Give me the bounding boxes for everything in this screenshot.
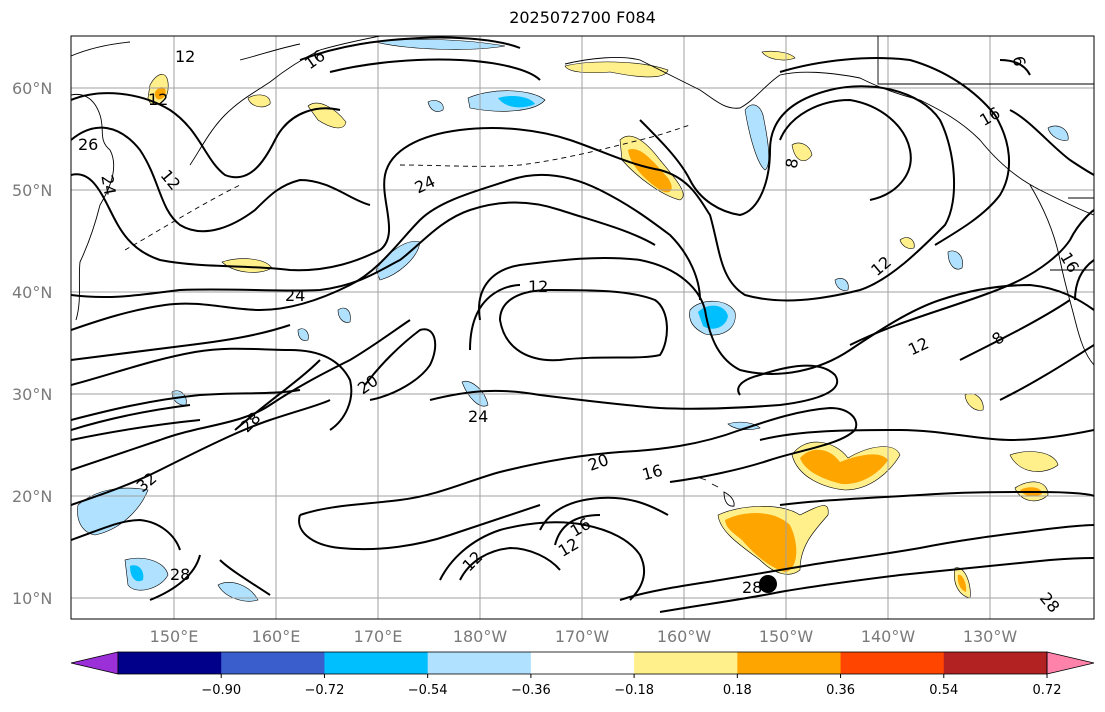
- lon-label: 160°W: [657, 627, 712, 646]
- colorbar-swatch: [221, 652, 325, 674]
- colorbar-tick-label: 0.36: [826, 683, 855, 698]
- colorbar: [70, 651, 1095, 675]
- lon-label: 180°W: [453, 627, 508, 646]
- positive-anomaly-region: [154, 87, 166, 100]
- lat-label: 30°N: [12, 385, 52, 404]
- coastlines: [71, 36, 1094, 507]
- contour-label: 28: [170, 565, 190, 584]
- storm-center-marker: [759, 575, 777, 593]
- map-border: [70, 35, 1095, 620]
- positive-anomaly-region: [800, 449, 888, 485]
- lat-label: 10°N: [12, 589, 52, 608]
- colorbar-tick-label: −0.90: [201, 683, 241, 698]
- negative-anomaly-region: [337, 307, 351, 323]
- positive-anomaly-region: [1009, 451, 1059, 472]
- height-contours: [71, 36, 1094, 613]
- colorbar-swatch: [840, 652, 945, 674]
- positive-anomaly-region: [628, 149, 672, 193]
- negative-anomaly-region: [297, 328, 309, 341]
- contour-label: 24: [285, 286, 305, 305]
- lon-label: 150°W: [759, 627, 814, 646]
- colorbar-swatch: [118, 652, 222, 674]
- colorbar-swatch: [634, 652, 738, 674]
- positive-anomaly-region: [247, 94, 271, 108]
- contour-label: 28: [742, 578, 762, 597]
- colorbar-extend-low: [70, 651, 119, 675]
- hawaii-islands: [699, 477, 735, 507]
- colorbar-ticks: −0.90 −0.72 −0.54 −0.36 −0.18 0.18 0.36 0.54 0.7…: [201, 674, 1062, 698]
- lat-label: 60°N: [12, 79, 52, 98]
- colorbar-swatch: [943, 652, 1048, 674]
- contour-label: 24: [97, 173, 119, 196]
- asia-coastline: [71, 93, 114, 321]
- positive-anomaly-region: [899, 237, 915, 249]
- latitude-axis: 60°N 50°N 40°N 30°N 20°N 10°N: [12, 79, 52, 608]
- positive-anomaly-region: [725, 513, 797, 572]
- lon-label: 160°E: [252, 627, 301, 646]
- colorbar-outline: [117, 651, 1048, 675]
- contour-label: 12: [528, 277, 548, 296]
- negative-anomaly-region: [727, 421, 761, 430]
- lon-label: 170°E: [354, 627, 403, 646]
- negative-anomaly-region: [77, 487, 149, 536]
- negative-anomaly-region: [947, 250, 963, 270]
- negative-anomaly-region: [217, 581, 259, 602]
- colorbar-swatch: [427, 652, 532, 674]
- contour-label: 8: [782, 157, 802, 170]
- colorbar-tick-label: −0.18: [614, 683, 654, 698]
- negative-anomaly-region: [498, 96, 535, 108]
- negative-anomaly-region: [834, 278, 849, 291]
- contour-label: 12: [175, 47, 195, 66]
- contour-label: 26: [78, 135, 98, 154]
- positive-anomaly-region: [791, 142, 813, 162]
- north-america-coastline: [1029, 184, 1094, 366]
- contour-label: 24: [468, 407, 488, 426]
- lon-label: 150°E: [150, 627, 199, 646]
- lat-label: 20°N: [12, 487, 52, 506]
- colorbar-tick-label: −0.72: [305, 683, 345, 698]
- colorbar-tick-label: 0.18: [723, 683, 752, 698]
- alaska-coastline: [564, 57, 1094, 216]
- colorbar-tick-label: 0.72: [1033, 683, 1062, 698]
- chukotka-coastline: [71, 41, 301, 61]
- lon-label: 170°W: [555, 627, 610, 646]
- negative-anomaly-region: [744, 104, 770, 171]
- aleutian-islands: [124, 124, 691, 251]
- longitude-axis: 150°E 160°E 170°E 180°W 170°W 160°W 150°…: [150, 627, 1018, 646]
- lon-label: 140°W: [861, 627, 916, 646]
- us-border: [1050, 197, 1094, 271]
- canada-border: [877, 36, 1094, 85]
- contour-label: 6: [1009, 55, 1029, 68]
- positive-anomaly-region: [957, 574, 967, 592]
- lat-label: 50°N: [12, 181, 52, 200]
- colorbar-tick-label: 0.54: [929, 683, 958, 698]
- negative-anomaly-region: [1047, 125, 1069, 141]
- colorbar-tick-label: −0.54: [408, 683, 448, 698]
- colorbar-swatch: [324, 652, 429, 674]
- colorbar-extend-high: [1046, 651, 1095, 675]
- negative-anomaly-region: [427, 100, 444, 112]
- colorbar-swatch: [530, 652, 635, 674]
- contour-label: 12: [148, 90, 168, 109]
- positive-anomaly-region: [761, 50, 796, 61]
- colorbar-tick-label: −0.36: [511, 683, 551, 698]
- plot-title: 2025072700 F084: [509, 8, 656, 27]
- positive-anomaly-region: [564, 61, 669, 78]
- lon-label: 130°W: [963, 627, 1018, 646]
- negative-anomaly-region: [130, 565, 144, 582]
- lat-label: 40°N: [12, 283, 52, 302]
- colorbar-swatch: [737, 652, 842, 674]
- contour-label: 16: [640, 461, 665, 485]
- kamchatka-coastline: [189, 36, 381, 166]
- graticule: [71, 36, 1094, 619]
